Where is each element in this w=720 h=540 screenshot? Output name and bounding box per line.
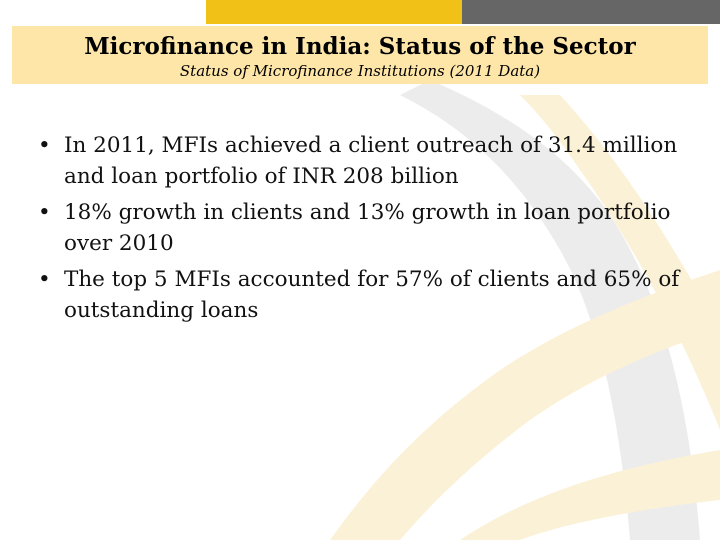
bullet-item-top-mfis: • The top 5 MFIs accounted for 57% of cl…: [38, 264, 688, 326]
top-accent-bar-gold: [206, 0, 462, 24]
top-accent-bar-gray: [462, 0, 720, 24]
slide-content: • In 2011, MFIs achieved a client outrea…: [38, 130, 688, 331]
bullet-marker: •: [38, 267, 51, 292]
bullet-item-growth: • 18% growth in clients and 13% growth i…: [38, 197, 688, 259]
slide-title: Microfinance in India: Status of the Sec…: [84, 33, 636, 60]
gray-swoosh: [400, 80, 700, 540]
bullet-list: • In 2011, MFIs achieved a client outrea…: [38, 130, 688, 326]
bullet-text: In 2011, MFIs achieved a client outreach…: [64, 133, 678, 189]
gold-swoosh-right: [520, 95, 720, 430]
slide-subtitle: Status of Microfinance Institutions (201…: [179, 62, 541, 80]
gold-swoosh-left: [330, 270, 720, 540]
bullet-item-outreach: • In 2011, MFIs achieved a client outrea…: [38, 130, 688, 192]
bullet-text: 18% growth in clients and 13% growth in …: [64, 200, 671, 256]
bullet-text: The top 5 MFIs accounted for 57% of clie…: [64, 267, 680, 323]
title-band: Microfinance in India: Status of the Sec…: [12, 26, 708, 84]
bullet-marker: •: [38, 133, 51, 158]
gold-swoosh-bottom: [460, 450, 720, 540]
bullet-marker: •: [38, 200, 51, 225]
